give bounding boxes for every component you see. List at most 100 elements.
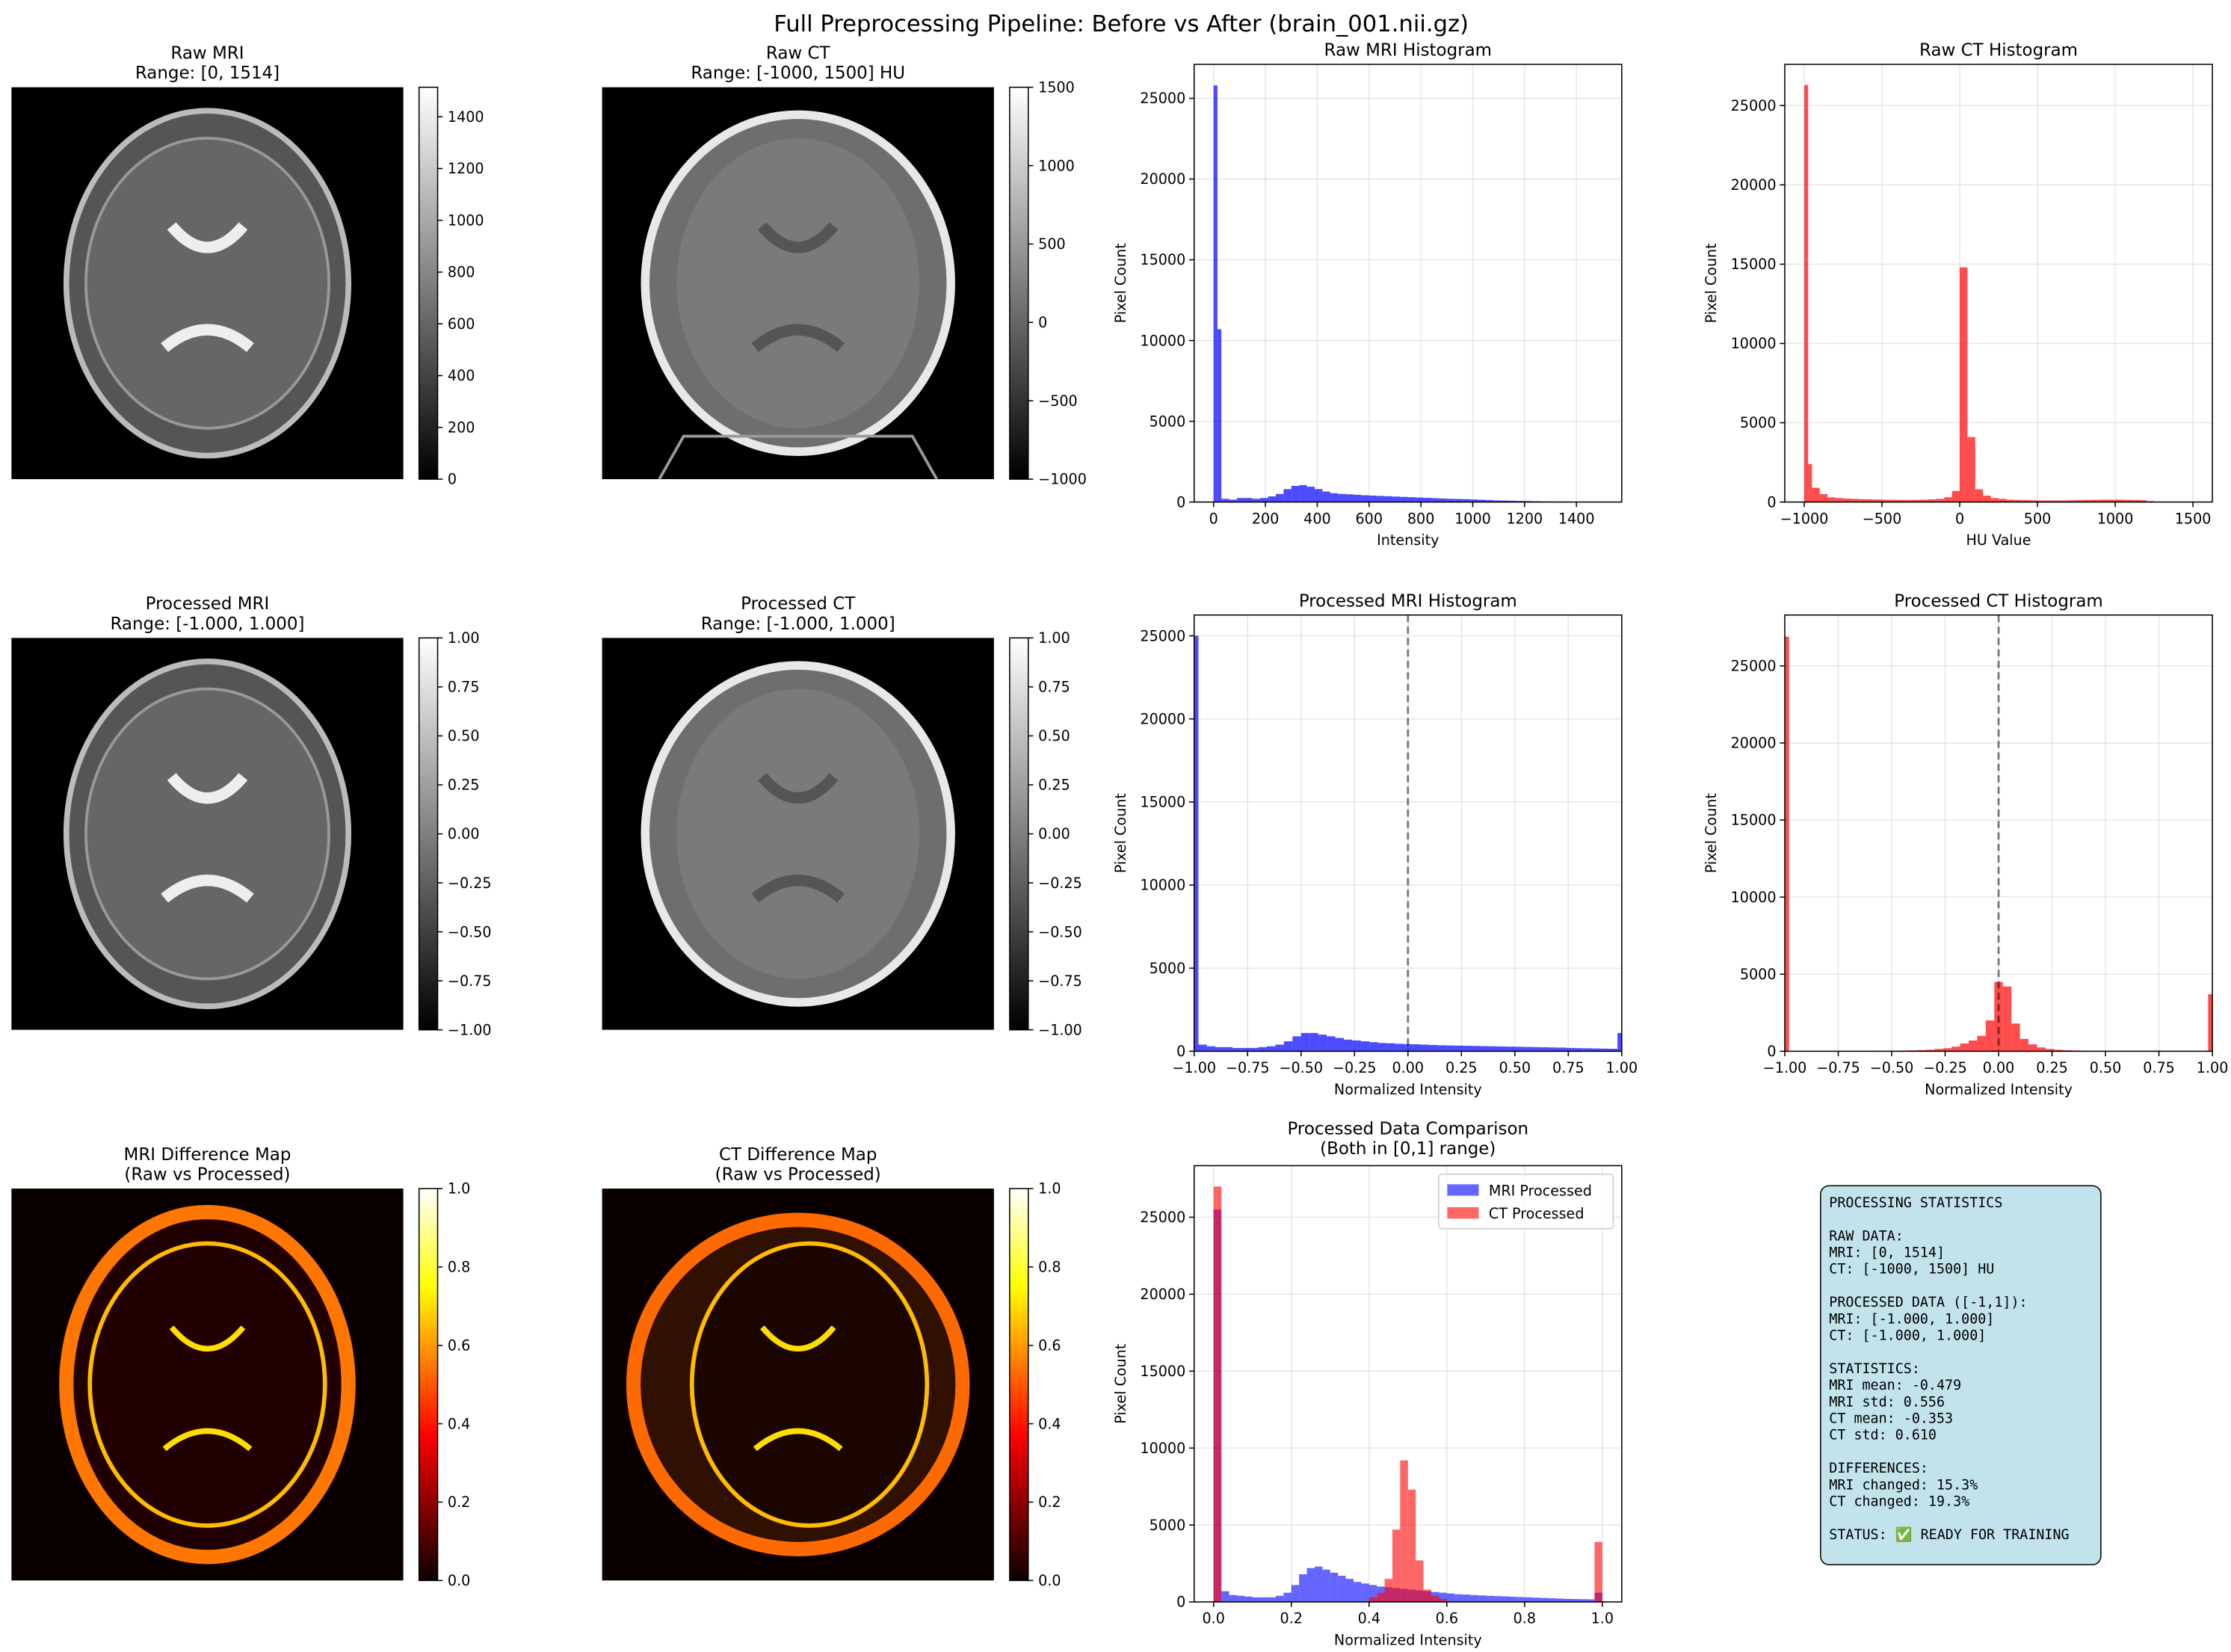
y-axis-label: Pixel Count — [1112, 793, 1129, 874]
ct-table — [658, 434, 938, 480]
histogram-bar — [1420, 1044, 1430, 1052]
y-tick-label: 20000 — [1140, 1286, 1185, 1303]
x-tick-label: 200 — [1252, 510, 1280, 527]
panel-subtitle: (Raw vs Processed) — [715, 1165, 881, 1185]
histogram-bar — [1523, 1047, 1532, 1052]
stats-line: MRI mean: -0.479 — [1829, 1378, 1961, 1393]
histogram-bar — [1361, 1583, 1369, 1603]
colorbar — [1009, 637, 1029, 1031]
histogram-bar — [1327, 1036, 1336, 1052]
histogram-bar — [1905, 499, 1913, 502]
histogram-bar — [1299, 1574, 1307, 1603]
histogram-bar — [1566, 1047, 1575, 1052]
histogram-bar — [2029, 500, 2038, 502]
ventricles — [161, 772, 254, 903]
x-tick-label: 400 — [1303, 510, 1331, 527]
x-tick-label: −0.75 — [1226, 1059, 1270, 1076]
y-tick-label: 0 — [1767, 1043, 1776, 1060]
panel-subtitle: (Raw vs Processed) — [124, 1165, 290, 1185]
histogram-bar — [1392, 496, 1401, 502]
y-tick-label: 5000 — [1150, 960, 1186, 977]
colorbar — [418, 1188, 439, 1582]
histogram-bar — [1314, 1566, 1323, 1603]
x-tick-label: 0.25 — [1445, 1059, 1478, 1076]
histogram-bar — [1921, 499, 1929, 502]
figure-title: Full Preprocessing Pipeline: Before vs A… — [774, 11, 1469, 37]
histogram-bar — [1416, 1560, 1424, 1603]
histogram-bar — [1446, 1045, 1455, 1052]
histogram-bar — [2006, 499, 2014, 502]
ventricles — [751, 772, 845, 903]
histogram-bar — [1299, 484, 1307, 502]
histogram-bar — [1917, 1050, 1926, 1052]
histogram-bar — [1368, 1585, 1377, 1603]
histogram-bar — [1368, 1597, 1377, 1603]
panel-subtitle: (Both in [0,1] range) — [1320, 1139, 1496, 1159]
histogram-bar — [1889, 499, 1898, 502]
histogram-bar — [1368, 495, 1377, 502]
x-tick-label: −0.25 — [1923, 1059, 1967, 1076]
histogram-bar — [1244, 498, 1253, 502]
diff-inner — [689, 1241, 930, 1528]
colorbar-tick-label: 0.25 — [448, 777, 480, 794]
colorbar-tick-label: 1000 — [448, 212, 484, 229]
histogram-bar — [1386, 1043, 1395, 1052]
histogram-bar — [1827, 497, 1836, 502]
y-tick-label: 15000 — [1731, 812, 1777, 829]
histogram-bar — [1283, 1592, 1292, 1603]
colorbar-tick-label: 600 — [448, 315, 475, 333]
histogram-bar — [1913, 499, 1922, 502]
colorbar-tick-label: 0 — [1038, 314, 1047, 331]
histogram-bar — [1236, 498, 1245, 502]
histogram-bar — [2068, 500, 2077, 502]
y-tick-label: 15000 — [1140, 251, 1185, 268]
histogram-bar — [1322, 491, 1330, 502]
y-axis-label: Pixel Count — [1112, 243, 1129, 324]
histogram-bar — [1439, 1592, 1447, 1603]
colorbar-tick-label: −1.00 — [448, 1021, 492, 1038]
histogram-bar — [2022, 500, 2030, 502]
y-tick-label: 5000 — [1150, 1517, 1186, 1534]
histogram-bar — [2061, 500, 2069, 502]
histogram-bar — [1335, 1038, 1344, 1052]
x-tick-label: 1.00 — [2197, 1059, 2229, 1076]
x-tick-label: 0.50 — [1499, 1059, 1531, 1076]
histogram-bar — [1377, 1592, 1385, 1603]
histogram-bar — [2037, 500, 2046, 502]
panel-subtitle: Range: [0, 1514] — [135, 64, 280, 83]
colorbar-tick-label: 0.4 — [1038, 1415, 1061, 1432]
histogram-bar — [2054, 1050, 2063, 1052]
stats-line: CT mean: -0.353 — [1829, 1411, 1953, 1426]
colorbar-tick-label: 1400 — [448, 108, 484, 126]
brain-tissue — [84, 687, 330, 981]
histogram-bar — [1501, 500, 1510, 502]
histogram-bar — [1985, 1020, 1995, 1052]
histogram-bar — [1897, 499, 1906, 502]
diff-inner — [87, 1241, 327, 1528]
histogram-bar — [1215, 1047, 1224, 1052]
x-tick-label: −500 — [1863, 510, 1902, 527]
y-tick-label: 5000 — [1150, 413, 1186, 430]
x-tick-label: −0.25 — [1333, 1059, 1377, 1076]
histogram-bar — [1591, 1048, 1601, 1052]
histogram-bar — [1361, 495, 1369, 502]
brain-tissue — [676, 688, 920, 979]
colorbar-tick-label: 0.2 — [448, 1494, 470, 1511]
histogram-bar — [1819, 494, 1828, 502]
histogram-bar — [1497, 1046, 1507, 1052]
histogram-bar — [1446, 499, 1455, 502]
colorbar-tick-label: −0.75 — [448, 973, 492, 990]
brain-tissue — [84, 136, 330, 430]
histogram-bar — [1369, 1042, 1378, 1052]
brain-tissue — [676, 138, 920, 428]
histogram-bar — [1250, 1047, 1259, 1052]
histogram-bar — [1874, 499, 1883, 502]
histogram-bar — [2014, 499, 2022, 502]
histogram-bar — [1999, 499, 2007, 502]
histogram-bar — [1431, 498, 1439, 502]
histogram-bar — [1968, 1040, 1978, 1052]
histogram-bar — [2091, 499, 2100, 502]
histogram-bar — [1268, 496, 1276, 502]
y-axis-label: Pixel Count — [1703, 793, 1720, 874]
colorbar-tick-label: 0.75 — [448, 679, 480, 696]
